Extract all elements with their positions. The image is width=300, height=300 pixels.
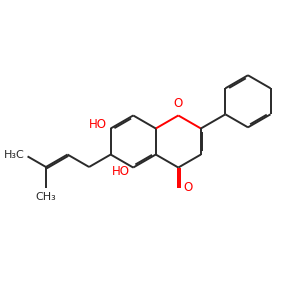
Text: O: O: [183, 182, 193, 194]
Text: H₃C: H₃C: [4, 150, 25, 160]
Text: HO: HO: [112, 165, 130, 178]
Text: CH₃: CH₃: [36, 192, 56, 202]
Text: HO: HO: [89, 118, 107, 131]
Text: O: O: [174, 98, 183, 110]
